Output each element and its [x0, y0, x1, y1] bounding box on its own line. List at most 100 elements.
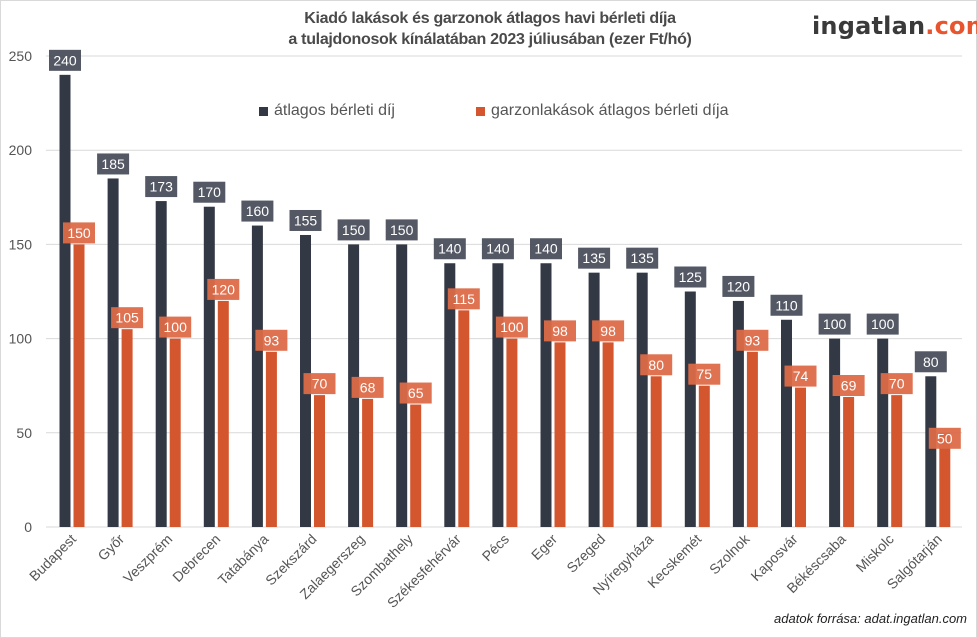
data-label-text: 98 — [600, 323, 616, 339]
bar-average — [829, 338, 841, 527]
bar-average — [925, 376, 937, 527]
y-tick-label: 250 — [9, 48, 33, 64]
data-label-box — [97, 153, 130, 175]
bar-studio — [939, 432, 951, 527]
data-label-box — [399, 382, 432, 404]
bar-studio — [602, 342, 614, 527]
data-label-text: 135 — [582, 250, 606, 266]
data-label: 160 — [241, 200, 274, 222]
data-label-text: 120 — [212, 281, 236, 297]
bar-studio — [554, 342, 566, 527]
data-label-box — [111, 307, 144, 329]
bar-average — [59, 74, 71, 527]
data-label: 173 — [145, 176, 178, 198]
bar-studio — [73, 244, 85, 527]
data-label-text: 135 — [631, 250, 655, 266]
data-label: 80 — [914, 351, 947, 373]
data-label: 93 — [736, 329, 769, 351]
data-label-box — [626, 247, 659, 269]
bar-average — [492, 263, 504, 527]
y-tick-label: 100 — [9, 331, 33, 347]
data-label-text: 75 — [697, 366, 713, 382]
data-label-box — [866, 313, 899, 335]
x-tick-label: Szolnok — [706, 530, 753, 577]
data-label-box — [832, 375, 865, 397]
data-label-box — [914, 351, 947, 373]
data-label: 140 — [530, 238, 562, 260]
data-label-box — [495, 316, 528, 338]
data-label-box — [674, 266, 707, 288]
gridlines — [46, 55, 962, 528]
legend-swatch-orange — [476, 106, 485, 116]
data-label-text: 74 — [793, 368, 809, 384]
y-tick-label: 150 — [9, 236, 33, 252]
bar-studio — [410, 404, 422, 527]
data-label-text: 125 — [679, 269, 703, 285]
bar-average — [732, 300, 744, 527]
data-label-box — [784, 365, 817, 387]
data-label-box — [49, 49, 81, 71]
x-tick-label: Pécs — [479, 531, 512, 564]
bar-studio — [362, 398, 374, 527]
data-label-box — [63, 222, 95, 244]
data-label: 100 — [495, 316, 528, 338]
data-label-text: 160 — [246, 203, 270, 219]
data-label-text: 150 — [67, 225, 91, 241]
data-label-box — [303, 373, 336, 395]
bar-average — [107, 178, 119, 527]
data-label-box — [880, 373, 913, 395]
data-label-text: 100 — [871, 316, 895, 332]
data-label-box — [688, 363, 721, 385]
data-label: 185 — [97, 153, 130, 175]
bar-studio — [121, 329, 133, 527]
data-label-box — [592, 320, 625, 342]
data-labels: 240 150 185 105 173 100 170 120 160 93 155 70 150 68 1… — [49, 49, 961, 449]
bar-studio — [795, 387, 806, 527]
data-label-box — [145, 176, 178, 198]
data-label-text: 240 — [53, 52, 77, 68]
data-label: 140 — [433, 238, 466, 260]
data-label-text: 98 — [552, 323, 568, 339]
data-label: 100 — [159, 316, 192, 338]
legend-item-series-1: átlagos bérleti díj — [259, 102, 395, 120]
data-label: 135 — [578, 247, 611, 269]
data-label-text: 80 — [648, 357, 664, 373]
bar-average — [684, 291, 696, 527]
bar-average — [155, 201, 167, 527]
legend-item-series-2: garzonlakások átlagos bérleti díja — [476, 102, 728, 120]
data-label: 150 — [63, 222, 95, 244]
data-label-text: 93 — [264, 332, 280, 348]
data-label: 150 — [337, 219, 370, 241]
data-label: 240 — [49, 49, 81, 71]
data-label-text: 50 — [937, 430, 953, 446]
bar-average — [251, 225, 263, 527]
data-label-box — [447, 288, 480, 310]
data-label-box — [241, 200, 274, 222]
data-label-text: 170 — [198, 184, 222, 200]
data-label-text: 115 — [453, 291, 476, 307]
x-tick-label: Miskolc — [853, 531, 897, 575]
chart-title: Kiadó lakások és garzonok átlagos havi b… — [200, 8, 780, 50]
data-label: 100 — [866, 313, 899, 335]
legend-label-series-1: átlagos bérleti díj — [274, 102, 395, 119]
bar-studio — [843, 397, 855, 527]
data-label: 98 — [592, 320, 625, 342]
data-label-box — [544, 320, 576, 342]
x-tick-label: Veszprém — [120, 531, 175, 586]
data-label: 93 — [255, 329, 288, 351]
data-label: 150 — [385, 219, 418, 241]
logo-main-text: ingatlan — [812, 12, 926, 40]
data-label: 115 — [447, 288, 480, 310]
bar-average — [588, 272, 600, 527]
data-label: 100 — [818, 313, 851, 335]
data-label: 120 — [722, 275, 755, 297]
y-axis-ticks: 0 50 100 150 200 250 — [9, 48, 33, 535]
data-label-box — [530, 238, 562, 260]
bar-studio — [265, 351, 277, 527]
data-label-box — [289, 209, 322, 231]
data-label: 155 — [289, 209, 322, 231]
data-label-box — [159, 316, 192, 338]
data-label-text: 69 — [841, 378, 857, 394]
bar-studio — [314, 395, 325, 527]
